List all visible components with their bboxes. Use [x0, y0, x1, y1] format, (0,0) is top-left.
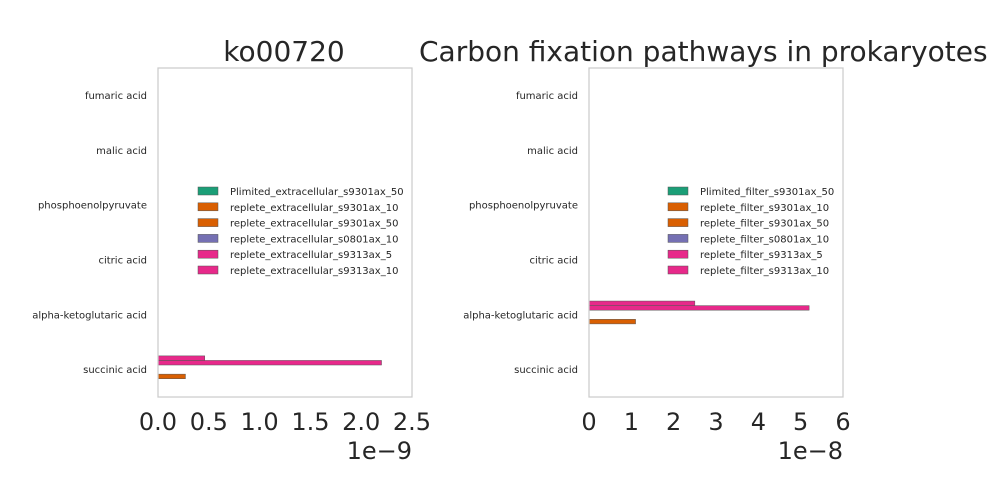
- plot-frame: [588, 67, 844, 398]
- legend-entry: replete_filter_s9301ax_10: [700, 203, 829, 214]
- legend-entry: replete_extracellular_s9301ax_10: [230, 203, 398, 214]
- y-tick-label: citric acid: [98, 255, 147, 266]
- y-tick-label: citric acid: [529, 255, 578, 266]
- legend-swatch: [667, 249, 689, 259]
- x-tick-label: 6: [835, 408, 850, 436]
- legend-entry: replete_extracellular_s9313ax_10: [230, 266, 398, 277]
- y-tick-label: malic acid: [96, 146, 147, 157]
- x-tick-label: 0.0: [139, 408, 177, 436]
- legend-entry: replete_filter_s9301ax_50: [700, 219, 829, 230]
- legend-entry: replete_filter_s9313ax_10: [700, 266, 829, 277]
- legend-swatch: [197, 265, 219, 275]
- legend-swatch: [197, 202, 219, 212]
- legend-swatch: [197, 186, 219, 196]
- legend: Plimited_filter_s9301ax_50 replete_filter…: [667, 186, 834, 277]
- x-tick-label: 0.5: [190, 408, 228, 436]
- y-tick-label: fumaric acid: [85, 91, 147, 102]
- legend-entry: Plimited_extracellular_s9301ax_50: [230, 187, 404, 198]
- legend-swatch: [667, 186, 689, 196]
- legend-entry: replete_filter_s0801ax_10: [700, 234, 829, 245]
- x-tick-label: 1.0: [241, 408, 279, 436]
- chart-title-right: Carbon fixation pathways in prokaryotes: [419, 35, 988, 68]
- y-tick-label: phosphoenolpyruvate: [469, 201, 578, 212]
- legend-swatch: [667, 202, 689, 212]
- chart-panel-right: succinic acid alpha-ketoglutaric acid citr…: [463, 67, 851, 465]
- legend-entry: replete_extracellular_s9313ax_5: [230, 250, 392, 261]
- legend-swatch: [197, 218, 219, 227]
- x-tick-label: 2: [666, 408, 681, 436]
- plot-frame: [157, 67, 413, 398]
- legend-swatch: [667, 265, 689, 275]
- bar-0-replete_extracellular_s9313ax_10-succinic-acid: [157, 355, 205, 361]
- x-offset-label: 1e−9: [347, 437, 412, 465]
- y-tick-label: succinic acid: [514, 365, 578, 376]
- chart-title-left: ko00720: [223, 35, 344, 68]
- x-tick-label: 2.0: [342, 408, 380, 436]
- y-tick-label: succinic acid: [83, 365, 147, 376]
- legend-swatch: [667, 234, 689, 243]
- bar-1-replete_filter_s9313ax_5-alpha-ketoglutaric-acid: [588, 305, 810, 311]
- x-tick-label: 2.5: [393, 408, 431, 436]
- legend-entry: Plimited_filter_s9301ax_50: [700, 187, 834, 198]
- y-tick-label: malic acid: [527, 146, 578, 157]
- x-tick-label: 1.5: [291, 408, 329, 436]
- legend-swatch: [197, 234, 219, 243]
- y-tick-label: alpha-ketoglutaric acid: [463, 310, 578, 321]
- bar-1-replete_filter_s9313ax_10-alpha-ketoglutaric-acid: [588, 300, 696, 306]
- y-tick-label: fumaric acid: [516, 91, 578, 102]
- bar-0-replete_extracellular_s9301ax_10-succinic-acid: [157, 373, 186, 379]
- legend-swatch: [667, 218, 689, 227]
- chart-panel-left: succinic acid alpha-ketoglutaric acid citr…: [32, 67, 431, 465]
- legend: Plimited_extracellular_s9301ax_50replete…: [197, 186, 404, 277]
- legend-entry: replete_extracellular_s9301ax_50: [230, 219, 398, 230]
- y-tick-label: phosphoenolpyruvate: [38, 201, 147, 212]
- legend-entry: replete_filter_s9313ax_5: [700, 250, 823, 261]
- legend-entry: replete_extracellular_s0801ax_10: [230, 234, 398, 245]
- legend-swatch: [197, 249, 219, 259]
- x-tick-label: 3: [708, 408, 723, 436]
- bar-0-replete_extracellular_s9313ax_5-succinic-acid: [157, 360, 382, 366]
- x-offset-label: 1e−8: [778, 437, 843, 465]
- y-tick-label: alpha-ketoglutaric acid: [32, 310, 147, 321]
- x-tick-label: 5: [793, 408, 808, 436]
- x-tick-label: 4: [751, 408, 766, 436]
- x-tick-label: 0: [581, 408, 596, 436]
- x-tick-label: 1: [624, 408, 639, 436]
- bar-1-replete_filter_s9301ax_10-alpha-ketoglutaric-acid: [588, 319, 636, 325]
